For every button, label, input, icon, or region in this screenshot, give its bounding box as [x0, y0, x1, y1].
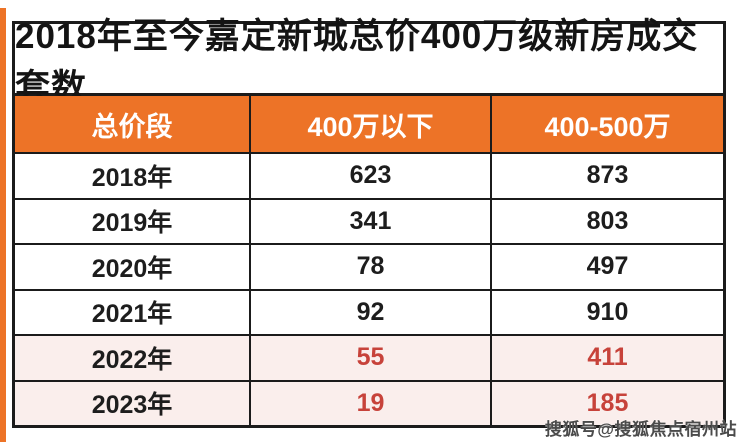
price-table: 2018年至今嘉定新城总价400万级新房成交套数 总价段 400万以下 400-… — [12, 17, 726, 428]
value-cell: 873 — [490, 154, 723, 198]
value-cell: 623 — [249, 154, 490, 198]
table-row-2020: 2020年 78 497 — [15, 243, 723, 289]
table-row-2023: 2023年 19 185 — [15, 379, 723, 425]
left-orange-strip — [0, 8, 6, 442]
value-cell: 411 — [490, 336, 723, 380]
value-cell: 910 — [490, 290, 723, 334]
table-row-2018: 2018年 623 873 — [15, 152, 723, 198]
year-cell: 2019年 — [91, 209, 173, 238]
header-cell-below-400: 400万以下 — [249, 96, 490, 152]
value-cell: 185 — [490, 381, 723, 425]
value-cell: 92 — [249, 290, 490, 334]
year-cell: 2023年 — [91, 391, 173, 420]
table-row-2019: 2019年 341 803 — [15, 197, 723, 243]
header-cell-price-band: 总价段 — [91, 111, 173, 142]
value-cell: 55 — [249, 336, 490, 380]
value-cell: 341 — [249, 199, 490, 243]
value-cell: 803 — [490, 199, 723, 243]
table-row-2021: 2021年 92 910 — [15, 288, 723, 334]
table-title: 2018年至今嘉定新城总价400万级新房成交套数 — [15, 17, 723, 107]
header-cell-400-500: 400-500万 — [490, 96, 723, 152]
year-cell: 2021年 — [91, 300, 173, 329]
year-cell: 2018年 — [91, 163, 173, 192]
table-header-row: 总价段 400万以下 400-500万 — [15, 96, 723, 152]
table-row-2022: 2022年 55 411 — [15, 334, 723, 380]
year-cell: 2022年 — [91, 345, 173, 374]
value-cell: 78 — [249, 245, 490, 289]
value-cell: 497 — [490, 245, 723, 289]
value-cell: 19 — [249, 381, 490, 425]
watermark: 搜狐号@搜狐焦点宿州站 — [544, 420, 737, 439]
year-cell: 2020年 — [91, 254, 173, 283]
